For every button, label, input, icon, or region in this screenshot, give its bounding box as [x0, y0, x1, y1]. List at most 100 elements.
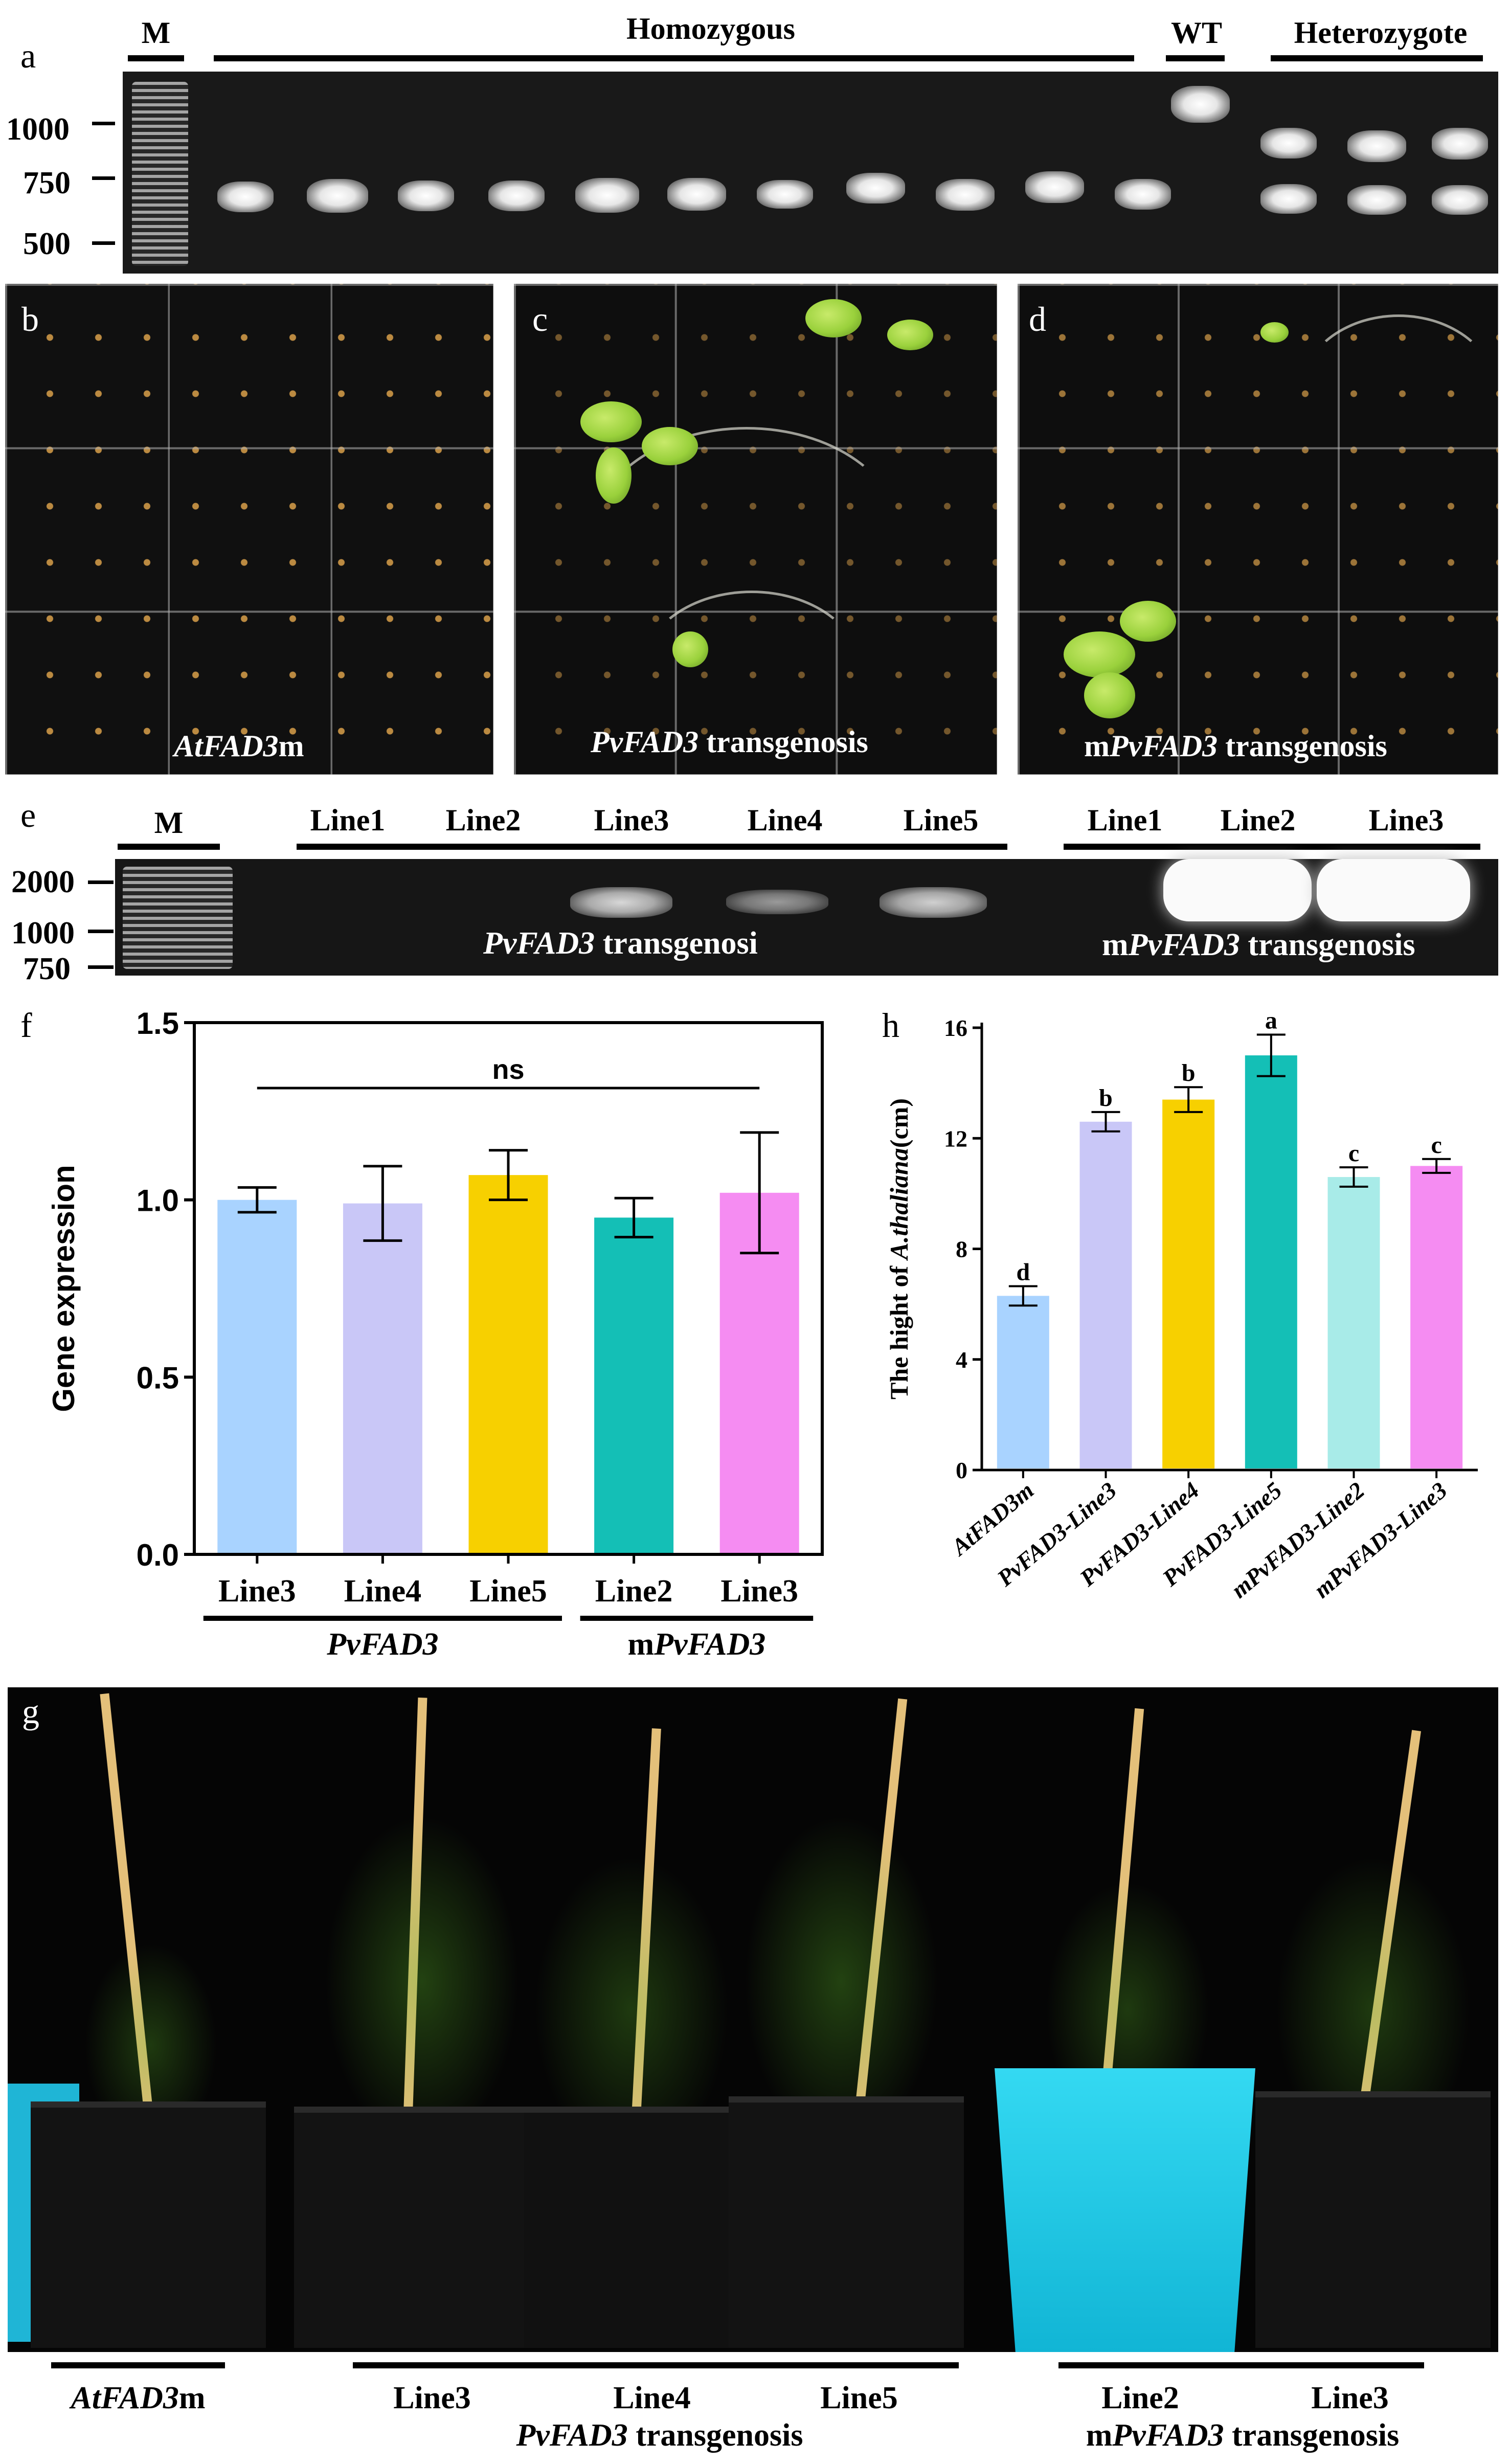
pot-mpv-line3 — [1255, 2091, 1491, 2348]
band-het-1-lower — [1260, 184, 1317, 214]
plant-foliage — [744, 1815, 938, 2147]
label-rest: m — [278, 729, 304, 763]
band-pv-line3 — [570, 887, 672, 918]
marker-underline — [128, 55, 184, 61]
y-tick-label: 1.0 — [137, 1184, 179, 1218]
plate-label-mpvfad3: mPvFAD3 transgenosis — [1084, 729, 1387, 764]
panel-f-letter: f — [20, 1006, 32, 1045]
band-homozygous-8 — [846, 173, 905, 204]
band-homozygous-7 — [757, 180, 813, 209]
label-italic: PvFAD3 — [591, 725, 699, 759]
label-prefix: m — [1084, 729, 1110, 763]
band-pv-line5 — [880, 887, 987, 918]
chart-f: f 0.0 0.5 1.0 1.5 Gene expression Line3 Line4 L… — [20, 1006, 824, 1662]
size-tick-500 — [92, 241, 115, 245]
panel-c-letter: c — [532, 300, 548, 338]
e-pv-underline — [297, 844, 1007, 850]
y-tick-label: 8 — [956, 1236, 967, 1262]
homozygous-header: Homozygous — [626, 12, 795, 46]
label-italic: PvFAD3 — [1112, 2418, 1224, 2453]
band-het-1-upper — [1260, 128, 1317, 159]
seedling-leaf — [1120, 601, 1176, 642]
gel-panel-e: PvFAD3 transgenosi mPvFAD3 transgenosis — [115, 859, 1498, 976]
label-italic: AtFAD3 — [71, 2381, 179, 2415]
group-label-italic: PvFAD3 — [326, 1627, 438, 1662]
e-group-label-mpv: mPvFAD3 transgenosis — [1102, 927, 1415, 963]
label-rest: transgenosis — [1224, 2418, 1400, 2453]
heterozygote-underline — [1271, 55, 1483, 61]
plate-photo-atfad3m: b AtFAD3m — [5, 284, 493, 775]
band-homozygous-2 — [307, 179, 368, 213]
significance-letter: c — [1348, 1140, 1359, 1167]
e-lane-pv-5: Line5 — [903, 803, 979, 837]
label-rest: transgenosis — [627, 2418, 803, 2453]
pot-pv-line5 — [729, 2096, 964, 2348]
bar — [468, 1175, 548, 1553]
y-tick-label: 0 — [956, 1457, 967, 1483]
e-size-label-1000: 1000 — [11, 916, 75, 951]
y-label-italic: A.thaliana — [885, 1148, 913, 1261]
label-rest: transgenosis — [1218, 729, 1387, 763]
ns-annotation: ns — [492, 1054, 524, 1085]
homozygous-underline — [214, 55, 1134, 61]
y-label-prefix: The hight of — [885, 1259, 913, 1399]
gel-panel-a — [123, 72, 1498, 274]
g-label-atfad3m: AtFAD3m — [51, 2380, 225, 2416]
plate-label-pvfad3: PvFAD3 transgenosis — [591, 725, 868, 760]
group-label-prefix: m — [627, 1627, 654, 1662]
e-lane-pv-3: Line3 — [594, 803, 669, 837]
group-label: mPvFAD3 — [627, 1627, 765, 1662]
y-axis-label: Gene expression — [47, 1165, 81, 1412]
y-tick-label: 16 — [944, 1015, 967, 1041]
bar — [217, 1200, 297, 1553]
bar — [343, 1203, 422, 1553]
plate-photo-mpvfad3: d mPvFAD3 transgenosis — [1018, 284, 1498, 775]
panel-b-letter: b — [21, 300, 39, 338]
e-lane-pv-1: Line1 — [310, 803, 386, 837]
seedling-roots — [642, 591, 862, 749]
panel-d-letter: d — [1029, 300, 1046, 338]
significance-letter: b — [1182, 1059, 1196, 1087]
y-label-suffix: (cm) — [885, 1098, 913, 1148]
bar — [997, 1296, 1049, 1468]
e-group-label-pv: PvFAD3 transgenosi — [483, 925, 758, 962]
wt-header: WT — [1170, 16, 1223, 50]
g-mpv-underline — [1058, 2362, 1424, 2368]
y-tick-label: 1.5 — [137, 1006, 179, 1041]
panel-a-letter: a — [20, 36, 36, 75]
seedling-leaf — [596, 447, 632, 504]
seedling-leaf — [1260, 322, 1289, 343]
bar — [1327, 1177, 1380, 1468]
label-italic: PvFAD3 — [1128, 928, 1240, 962]
size-tick-1000 — [92, 122, 115, 125]
group-label-italic: PvFAD3 — [653, 1627, 765, 1662]
band-wt — [1171, 86, 1230, 123]
band-homozygous-6 — [667, 178, 726, 211]
panel-h-letter: h — [882, 1006, 899, 1045]
band-homozygous-1 — [217, 182, 274, 212]
e-lane-pv-2: Line2 — [445, 803, 521, 837]
size-label-1000: 1000 — [6, 112, 70, 147]
band-homozygous-4 — [488, 180, 545, 211]
dna-ladder — [132, 82, 188, 266]
size-label-750: 750 — [23, 166, 71, 200]
seedling-leaf — [1064, 631, 1135, 677]
seedling-leaf — [580, 401, 642, 442]
label-prefix: m — [1086, 2418, 1113, 2453]
bar — [1079, 1121, 1132, 1468]
y-tick-label: 4 — [956, 1347, 967, 1373]
seedling-leaf — [887, 320, 933, 350]
g-label-mpv-line3: Line3 — [1311, 2381, 1389, 2415]
dna-ladder — [123, 867, 233, 969]
x-tick-label: Line3 — [720, 1574, 798, 1609]
e-marker-underline — [118, 844, 220, 850]
seedling-leaf — [805, 299, 862, 337]
x-tick-label: Line4 — [344, 1574, 422, 1609]
bar — [1245, 1055, 1297, 1468]
band-het-2-lower — [1347, 185, 1406, 215]
band-pv-line4 — [726, 890, 828, 914]
significance-letter: c — [1431, 1132, 1442, 1159]
seedling-leaf — [1084, 672, 1135, 718]
e-lane-mpv-2: Line2 — [1220, 803, 1296, 837]
